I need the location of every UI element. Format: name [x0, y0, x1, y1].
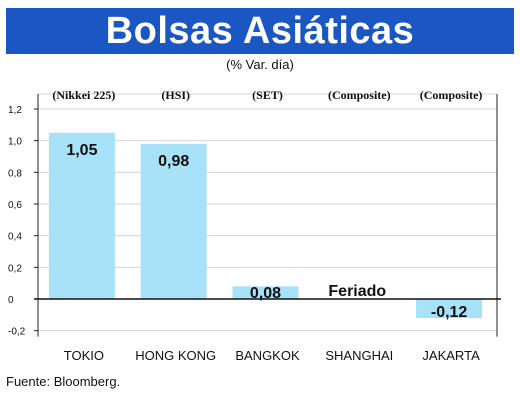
- y-tick-label: 0: [8, 295, 14, 306]
- category-label: BANGKOK: [235, 348, 300, 363]
- title-bar: Bolsas Asiáticas: [6, 8, 514, 54]
- category-label: JAKARTA: [422, 348, 480, 363]
- data-label: 0,98: [158, 153, 189, 170]
- index-label: (HSI): [161, 88, 190, 102]
- chart-title: Bolsas Asiáticas: [105, 9, 415, 52]
- bar: [232, 286, 299, 299]
- chart-subtitle: (% Var. día): [226, 57, 294, 72]
- data-label: Feriado: [328, 283, 386, 300]
- data-label: 1,05: [66, 142, 97, 159]
- category-label: HONG KONG: [135, 348, 216, 363]
- data-label: 0,08: [250, 285, 281, 302]
- y-tick-label: 0,4: [8, 232, 22, 243]
- category-label: TOKIO: [64, 348, 104, 363]
- data-label: -0,12: [431, 304, 468, 321]
- bar: [140, 143, 207, 299]
- index-label: (Composite): [328, 88, 391, 102]
- index-label: (Nikkei 225): [52, 88, 115, 102]
- y-tick-label: -0,2: [8, 327, 26, 338]
- category-label: SHANGHAI: [325, 348, 393, 363]
- index-label: (SET): [252, 88, 283, 102]
- y-tick-label: 0,2: [8, 263, 22, 274]
- bar: [416, 299, 483, 318]
- bar: [48, 132, 115, 299]
- y-tick-label: 0,8: [8, 168, 22, 179]
- y-tick-label: 0,6: [8, 200, 22, 211]
- source-note: Fuente: Bloomberg.: [6, 374, 121, 389]
- index-label: (Composite): [420, 88, 483, 102]
- y-tick-label: 1,2: [8, 105, 22, 116]
- y-tick-label: 1,0: [8, 137, 22, 148]
